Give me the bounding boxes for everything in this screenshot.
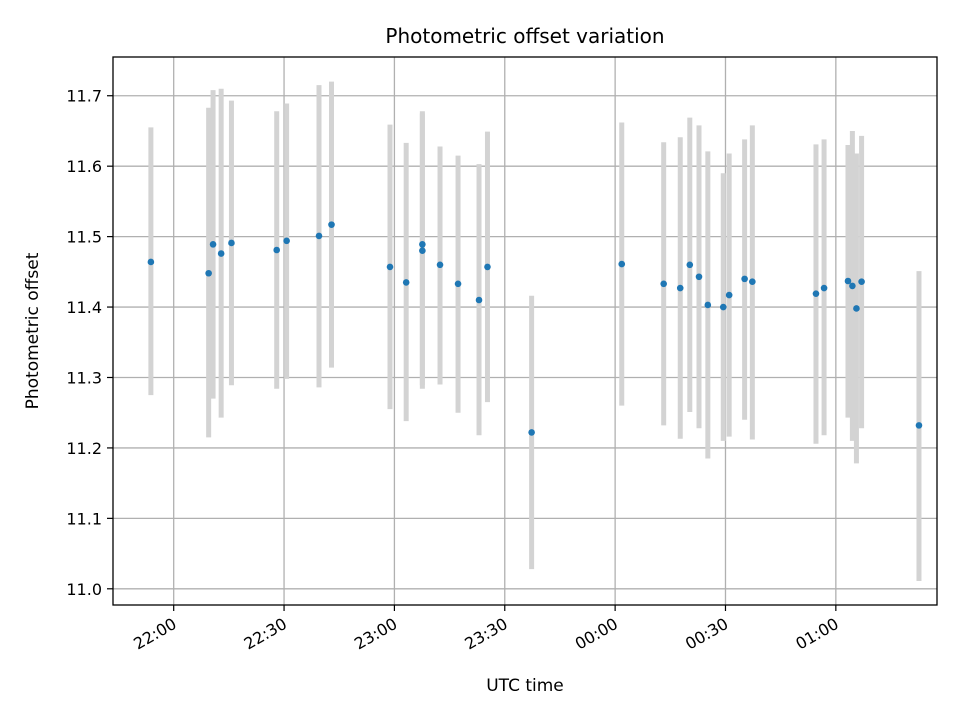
data-point xyxy=(328,221,335,228)
data-point xyxy=(858,278,865,285)
data-point xyxy=(273,246,280,254)
data-point xyxy=(419,247,426,255)
data-point xyxy=(528,429,535,436)
data-points xyxy=(147,221,923,436)
y-tick-label: 11.3 xyxy=(66,368,102,387)
data-point xyxy=(741,275,748,283)
data-point xyxy=(853,305,860,312)
data-point xyxy=(475,296,483,304)
y-tick-label: 11.1 xyxy=(66,509,102,528)
data-point xyxy=(209,241,217,248)
data-point xyxy=(844,277,852,285)
data-point xyxy=(849,282,856,290)
data-point xyxy=(484,263,491,271)
y-tick-label: 11.2 xyxy=(66,439,102,458)
data-point xyxy=(217,250,225,257)
data-point xyxy=(719,303,727,311)
y-tick-label: 11.0 xyxy=(66,580,102,599)
data-point xyxy=(915,422,923,429)
data-point xyxy=(419,241,426,248)
data-point xyxy=(704,301,712,309)
plot-frame xyxy=(112,56,938,606)
data-point xyxy=(686,261,694,269)
data-point xyxy=(820,284,828,292)
data-point xyxy=(676,284,684,292)
y-axis-ticks: 11.0 11.1 11.2 11.3 11.4 11.5 11.6 11.7 xyxy=(66,87,113,599)
y-tick-label: 11.4 xyxy=(66,298,102,317)
data-point xyxy=(725,291,733,299)
data-point xyxy=(147,258,155,266)
data-point xyxy=(812,290,820,297)
data-point xyxy=(205,269,212,277)
data-point xyxy=(695,273,703,281)
y-tick-label: 11.7 xyxy=(66,87,102,106)
data-point xyxy=(436,261,444,269)
y-tick-label: 11.5 xyxy=(66,228,102,247)
data-point xyxy=(454,280,462,288)
y-axis-title: Photometric offset xyxy=(23,252,43,409)
data-point xyxy=(402,279,410,286)
data-point xyxy=(386,263,394,271)
y-tick-label: 11.6 xyxy=(66,157,102,176)
data-point xyxy=(660,280,667,288)
data-point xyxy=(228,239,235,247)
x-axis-title: UTC time xyxy=(486,676,564,696)
data-point xyxy=(315,232,323,240)
data-point xyxy=(283,237,290,245)
data-point xyxy=(618,260,626,268)
grid-lines xyxy=(113,57,937,605)
data-point xyxy=(749,278,756,285)
chart-title: Photometric offset variation xyxy=(385,24,664,48)
